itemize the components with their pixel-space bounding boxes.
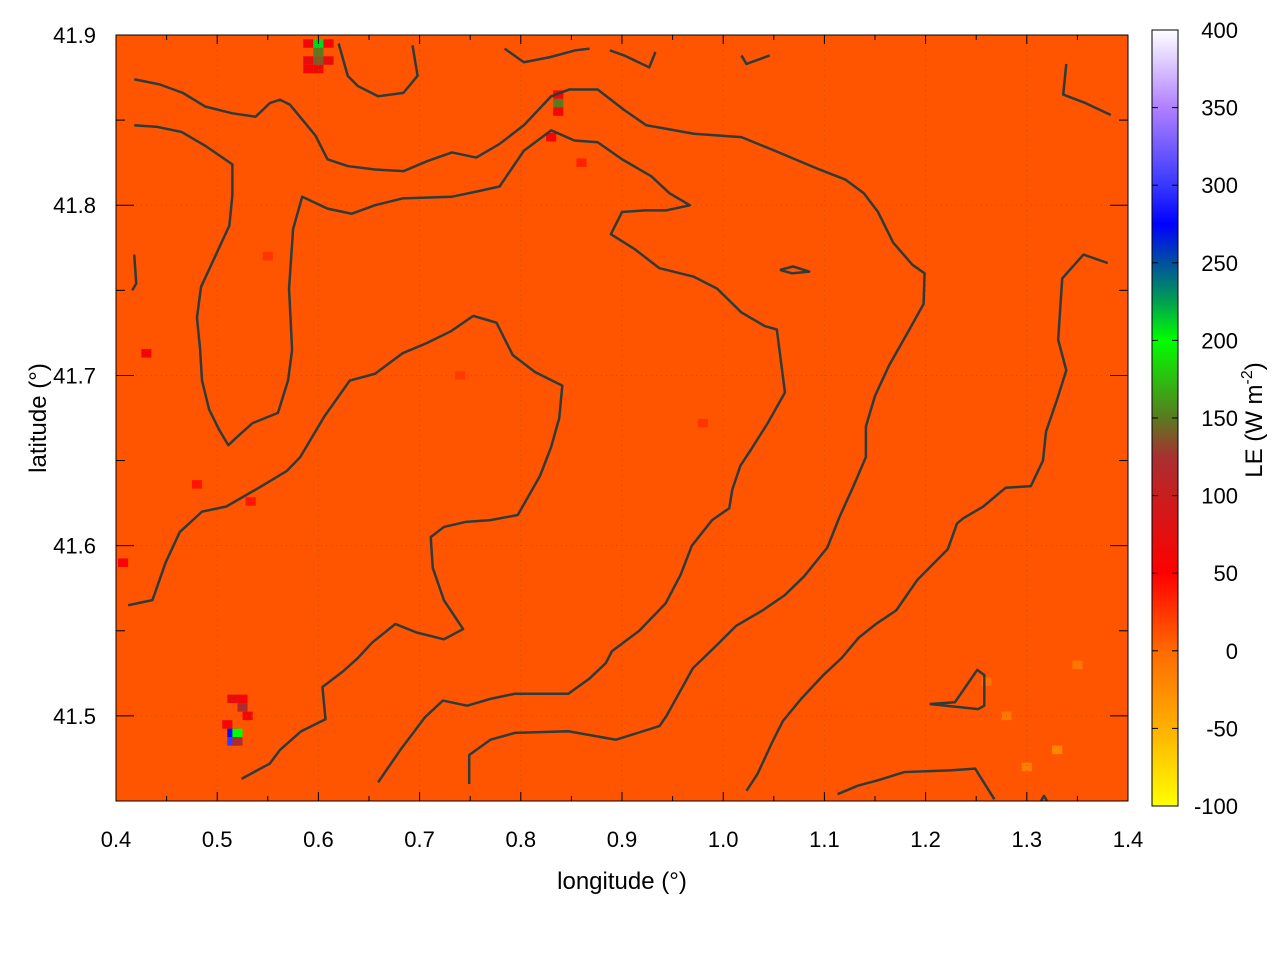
x-tick-label: 0.6	[303, 827, 334, 852]
x-axis-label: longitude (°)	[557, 868, 687, 895]
x-tick-label: 1.4	[1113, 827, 1144, 852]
x-tick-label: 0.4	[101, 827, 132, 852]
axis-ticks	[115, 34, 1129, 802]
colorbar-tick-label: -50	[1206, 716, 1238, 741]
heatmap-cell	[323, 56, 334, 65]
heatmap-cell	[455, 371, 466, 380]
colorbar-label-main: LE (W m	[1241, 384, 1268, 477]
contour-line	[779, 265, 811, 275]
contour-line	[131, 254, 138, 291]
heatmap-cell	[191, 480, 203, 489]
colorbar-tick-label: 400	[1201, 18, 1238, 43]
colorbar-tick-label: 200	[1201, 328, 1238, 353]
heatmap-cell	[237, 694, 248, 704]
heatmap-cell	[262, 252, 273, 261]
colorbar-tick-label: 250	[1201, 251, 1238, 276]
colorbar-tick-label: -100	[1194, 794, 1238, 819]
contour-line	[609, 49, 657, 69]
contour-line	[134, 123, 787, 783]
x-tick-label: 1.3	[1012, 827, 1043, 852]
heatmap-cell	[227, 694, 238, 704]
contour-line	[740, 54, 771, 66]
heatmap-cell	[40, 601, 50, 610]
contour-line	[837, 767, 996, 800]
heatmap-cell	[1072, 660, 1083, 670]
contour-lines	[127, 43, 1112, 801]
heatmap-cell	[303, 39, 314, 48]
x-tick-label: 0.8	[506, 827, 537, 852]
heatmap-cell	[222, 720, 233, 729]
heatmap-cell	[303, 56, 314, 65]
colorbar-tick-label: 0	[1226, 639, 1238, 664]
heatmap-cell	[697, 418, 709, 428]
heatmap-cell	[237, 703, 248, 712]
y-tick-labels: 41.5 41.6 41.7 41.8 41.9	[53, 23, 96, 729]
x-tick-label: 1.1	[809, 827, 840, 852]
contour-line	[127, 314, 564, 780]
contour-line	[1039, 794, 1049, 801]
contour-line	[745, 253, 1109, 792]
heatmap-cell	[1052, 745, 1063, 755]
heatmap-cell	[313, 64, 324, 74]
heatmap-cell	[232, 737, 243, 746]
heatmap-cell	[242, 711, 253, 721]
contour-line	[133, 78, 926, 784]
contour-line	[503, 47, 590, 64]
x-tick-labels: 0.4 0.5 0.6 0.7 0.8 0.9 1.0 1.1 1.2 1.3 1.4	[101, 827, 1144, 852]
colorbar-tick-label: 100	[1201, 484, 1238, 509]
heatmap-cell	[232, 728, 243, 738]
x-tick-label: 0.9	[607, 827, 638, 852]
heatmap-cell	[245, 497, 256, 506]
x-tick-label: 1.0	[708, 827, 739, 852]
x-tick-label: 0.5	[202, 827, 233, 852]
heatmap-background	[116, 35, 1128, 801]
x-tick-label: 1.2	[910, 827, 941, 852]
heatmap-cell	[981, 677, 992, 687]
heatmap-cell	[141, 349, 152, 358]
contour-line	[1061, 63, 1112, 117]
heatmap-cell	[546, 132, 557, 142]
heatmap-cell	[303, 64, 314, 74]
colorbar-tick-label: 350	[1201, 96, 1238, 121]
heatmap-cell	[553, 98, 564, 108]
heatmap-cell	[1021, 762, 1032, 772]
colorbar-label-sup: -2	[1239, 370, 1256, 384]
colorbar-tick-label: 50	[1214, 561, 1238, 586]
y-tick-label: 41.5	[53, 704, 96, 729]
contour-line	[337, 43, 419, 98]
heatmap-cell	[118, 558, 129, 567]
y-tick-label: 41.7	[53, 363, 96, 388]
y-axis-label: latitude (°)	[25, 363, 52, 473]
heatmap-cell	[313, 47, 324, 57]
colorbar-ticks: -100 -50 0 50 100 150 200 250 300 350 400	[1152, 18, 1238, 819]
heatmap-area	[40, 35, 1128, 801]
colorbar-tick-label: 300	[1201, 173, 1238, 198]
y-tick-label: 41.6	[53, 534, 96, 559]
x-tick-label: 0.7	[404, 827, 435, 852]
y-tick-label: 41.9	[53, 23, 96, 48]
contour-line	[929, 668, 986, 711]
heatmap-cell	[576, 158, 587, 167]
heatmap-cell	[323, 39, 334, 48]
colorbar-label: LE (W m-2)	[1239, 362, 1268, 478]
y-tick-label: 41.8	[53, 193, 96, 218]
heatmap-cell	[553, 107, 564, 116]
colorbar-label-end: )	[1241, 362, 1268, 370]
colorbar-tick-label: 150	[1201, 406, 1238, 431]
